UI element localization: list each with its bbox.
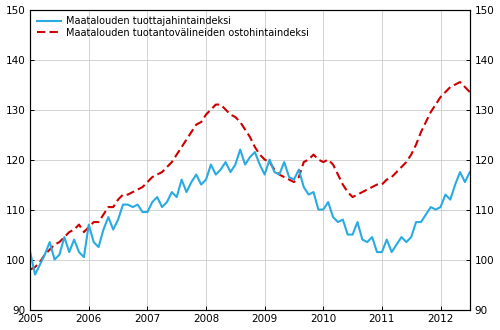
Legend: Maatalouden tuottajahintaindeksi, Maatalouden tuotantovälineiden ostohintaindeks: Maatalouden tuottajahintaindeksi, Maatal… bbox=[35, 15, 311, 40]
